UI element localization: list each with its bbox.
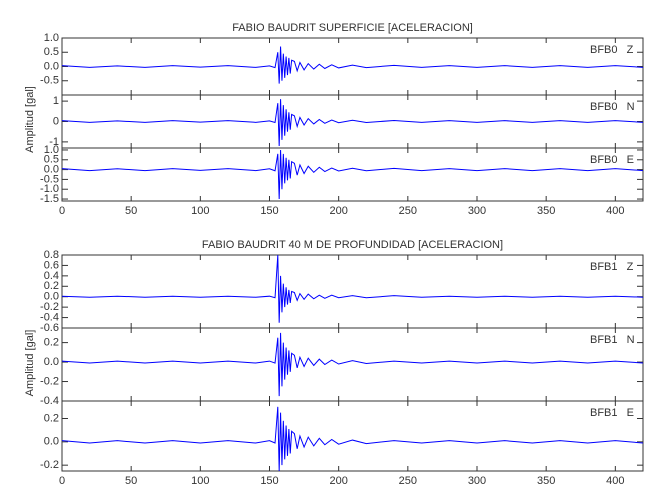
y-tick-label: 0.6 — [44, 259, 59, 271]
y-tick-label: 0.0 — [44, 163, 59, 175]
panel-frame — [61, 147, 644, 202]
trace — [61, 332, 644, 397]
y-tick-label: 0.0 — [44, 356, 59, 368]
x-tick-label: 100 — [191, 205, 209, 217]
trace-label: BFB0 N — [590, 101, 635, 113]
y-tick-label: -1 — [49, 136, 59, 148]
x-tick-label: 0 — [59, 475, 65, 487]
y-tick-label: -0.2 — [40, 301, 59, 313]
x-tick-label: 0 — [59, 205, 65, 217]
x-tick-label: 350 — [537, 205, 555, 217]
x-tick-label: 50 — [125, 205, 137, 217]
trace-label: BFB0 E — [590, 154, 634, 166]
y-tick-label: -1.5 — [40, 193, 59, 205]
trace — [61, 406, 644, 472]
trace — [61, 46, 644, 84]
y-tick-label: 0.5 — [44, 154, 59, 166]
y-tick-label: 0.4 — [44, 270, 59, 282]
y-axis-label: Amplitud [gal] — [24, 330, 36, 397]
trace-label: BFB1 E — [590, 407, 634, 419]
trace-label: BFB0 Z — [590, 44, 634, 56]
y-tick-label: 0 — [53, 115, 59, 127]
x-tick-label: 200 — [329, 475, 347, 487]
trace — [61, 149, 644, 200]
y-tick-label: 0.0 — [44, 436, 59, 448]
panel-frame — [61, 254, 644, 329]
x-tick-label: 100 — [191, 475, 209, 487]
x-tick-label: 300 — [468, 475, 486, 487]
panel-frame — [61, 400, 644, 472]
x-tick-label: 200 — [329, 205, 347, 217]
x-tick-label: 50 — [125, 475, 137, 487]
y-tick-label: -0.4 — [40, 311, 59, 323]
y-tick-label: 0.2 — [44, 412, 59, 424]
y-tick-label: 0.2 — [44, 337, 59, 349]
y-tick-label: -0.4 — [40, 395, 59, 407]
y-tick-label: 0.0 — [44, 60, 59, 72]
x-tick-label: 250 — [399, 205, 417, 217]
y-tick-label: -1.0 — [40, 183, 59, 195]
x-tick-label: 400 — [606, 475, 624, 487]
y-tick-label: 1.0 — [44, 32, 59, 44]
trace — [61, 99, 644, 146]
panel-frame — [61, 37, 644, 96]
y-tick-label: 0.5 — [44, 46, 59, 58]
y-tick-label: 1.0 — [44, 144, 59, 156]
x-tick-label: 400 — [606, 205, 624, 217]
trace-label: BFB1 Z — [590, 261, 634, 273]
y-tick-label: 1 — [53, 95, 59, 107]
y-axis-label: Amplitud [gal] — [24, 86, 36, 153]
panel-frame — [61, 94, 644, 149]
y-tick-label: 0.2 — [44, 280, 59, 292]
y-tick-label: -0.5 — [40, 173, 59, 185]
x-tick-label: 150 — [260, 205, 278, 217]
y-tick-label: 0.8 — [44, 249, 59, 261]
y-tick-label: 0.0 — [44, 291, 59, 303]
x-tick-label: 350 — [537, 475, 555, 487]
x-tick-label: 250 — [399, 475, 417, 487]
y-tick-label: -0.6 — [40, 322, 59, 334]
trace-label: BFB1 N — [590, 334, 635, 346]
x-tick-label: 300 — [468, 205, 486, 217]
x-tick-label: 150 — [260, 475, 278, 487]
panel-frame — [61, 327, 644, 402]
chart-title: FABIO BAUDRIT SUPERFICIE [ACELERACION] — [232, 22, 473, 34]
y-tick-label: -0.2 — [40, 459, 59, 471]
y-tick-label: -0.5 — [40, 75, 59, 87]
y-tick-label: -0.2 — [40, 375, 59, 387]
chart-title: FABIO BAUDRIT 40 M DE PROFUNDIDAD [ACELE… — [202, 239, 503, 251]
trace — [61, 254, 644, 323]
